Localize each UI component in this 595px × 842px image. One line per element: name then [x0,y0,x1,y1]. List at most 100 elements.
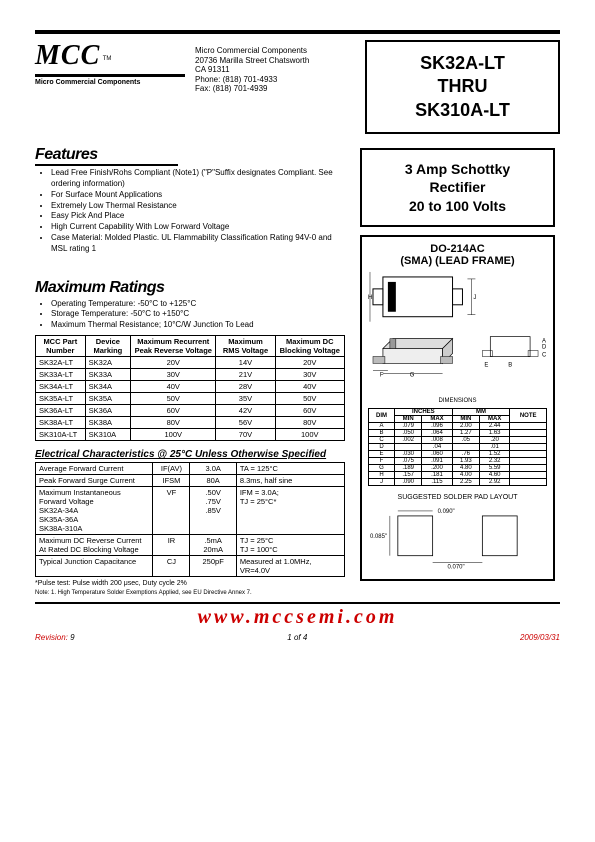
feature-item: Extremely Low Thermal Resistance [51,201,345,212]
dim-cell: E [369,451,395,458]
dims-header: DIMENSIONS [368,398,547,404]
ratings-col-header: Device Marking [85,335,130,356]
dim-cell: D [369,444,395,451]
dim-cell [395,444,422,451]
pkg-title-1: DO-214AC [368,243,547,255]
elec-row: Typical Junction CapacitanceCJ250pFMeasu… [36,555,345,576]
elec-param: Maximum DC Reverse Current At Rated DC B… [36,534,153,555]
ratings-row: SK38A-LTSK38A80V56V80V [36,416,345,428]
ratings-cell: 30V [275,368,344,380]
ratings-cell: SK32A-LT [36,356,86,368]
ratings-cell: 14V [216,356,275,368]
dim-cell: J [369,479,395,486]
ratings-cell: 100V [275,428,344,440]
dim-cell: .096 [422,423,452,430]
ratings-cell: SK34A [85,380,130,392]
logo-block: MCC TM Micro Commercial Components [35,40,185,134]
dim-cell [510,458,547,465]
dim-cell: 2.44 [479,423,509,430]
pad-h: 0.085" [370,534,387,540]
package-box: DO-214AC (SMA) (LEAD FRAME) H J [360,235,555,581]
dim-row: C.002.008.05.20 [369,437,547,444]
elec-value: .50V .75V .85V [190,486,236,534]
max-ratings-section: Maximum Ratings Operating Temperature: -… [35,279,345,441]
ratings-cell: SK34A-LT [36,380,86,392]
pad-layout-drawing: 0.090" 0.085" 0.070" [368,501,547,571]
ratings-row: SK310A-LTSK310A100V70V100V [36,428,345,440]
elec-symbol: VF [153,486,190,534]
dimensions-table: DIMINCHESMMNOTE MINMAXMINMAX A.079.0962.… [368,408,547,486]
dim-row: F.075.0911.932.32 [369,458,547,465]
ratings-cell: 100V [131,428,216,440]
dim-cell: .008 [422,437,452,444]
ratings-cell: 60V [131,404,216,416]
ratings-cell: SK32A [85,356,130,368]
ratings-cell: 42V [216,404,275,416]
dim-cell: .091 [422,458,452,465]
dim-cell: 4.80 [452,465,479,472]
feature-item: For Surface Mount Applications [51,190,345,201]
max-ratings-table: MCC Part NumberDevice MarkingMaximum Rec… [35,335,345,441]
elec-param: Peak Forward Surge Current [36,474,153,486]
footer-url: www.mccsemi.com [35,602,560,629]
title-l1: SK32A-LT [373,52,552,75]
logo-text: MCC [35,40,100,71]
footer-date: 2009/03/31 [520,633,560,642]
dim-cell: H [369,472,395,479]
dim-row: A.079.0962.002.44 [369,423,547,430]
elec-param: Maximum Instantaneous Forward Voltage SK… [36,486,153,534]
max-rating-bullet: Storage Temperature: -50°C to +150°C [51,309,345,320]
svg-text:E: E [484,362,488,368]
dim-cell: G [369,465,395,472]
dim-cell: .04 [422,444,452,451]
dim-cell [510,444,547,451]
elec-condition: TA = 125°C [236,462,344,474]
elec-condition: 8.3ms, half sine [236,474,344,486]
feature-item: Case Material: Molded Plastic. UL Flamma… [51,233,345,255]
dim-cell: 4.00 [452,472,479,479]
addr-line-1: 20736 Marilla Street Chatsworth [195,56,345,66]
ratings-cell: 30V [131,368,216,380]
footer-row: Revision: 9 1 of 4 2009/03/31 [35,633,560,642]
pulse-note: *Pulse test: Pulse width 200 μsec, Duty … [35,580,345,587]
title-l3: SK310A-LT [373,99,552,122]
svg-text:D: D [542,344,547,350]
dim-row: D.04.01 [369,444,547,451]
company-address: Micro Commercial Components 20736 Marill… [195,40,345,134]
company-name: Micro Commercial Components [195,46,345,56]
dim-cell: 2.32 [479,458,509,465]
ratings-cell: SK33A [85,368,130,380]
pad-gap: 0.070" [448,565,465,571]
description-box: 3 Amp Schottky Rectifier 20 to 100 Volts [360,148,555,227]
dim-cell: .157 [395,472,422,479]
ratings-cell: SK35A [85,392,130,404]
dim-cell: .002 [395,437,422,444]
addr-line-2: CA 91311 [195,65,345,75]
ratings-cell: 21V [216,368,275,380]
ratings-cell: SK310A [85,428,130,440]
revision-value: 9 [70,633,74,642]
dim-cell [510,479,547,486]
dim-cell: F [369,458,395,465]
svg-text:H: H [368,295,372,301]
dim-cell: 1.52 [479,451,509,458]
fax: Fax: (818) 701-4939 [195,84,345,94]
dim-cell: A [369,423,395,430]
dim-cell [510,472,547,479]
dim-cell [452,444,479,451]
ratings-col-header: Maximum Recurrent Peak Reverse Voltage [131,335,216,356]
elec-symbol: IR [153,534,190,555]
ratings-cell: SK33A-LT [36,368,86,380]
revision-label: Revision: [35,633,68,642]
elec-value: 80A [190,474,236,486]
ratings-row: SK34A-LTSK34A40V28V40V [36,380,345,392]
ratings-cell: 20V [275,356,344,368]
elec-condition: IFM = 3.0A; TJ = 25°C* [236,486,344,534]
dim-cell: .050 [395,430,422,437]
elec-condition: TJ = 25°C TJ = 100°C [236,534,344,555]
ratings-cell: 50V [275,392,344,404]
elec-value: .5mA 20mA [190,534,236,555]
elec-row: Peak Forward Surge CurrentIFSM80A8.3ms, … [36,474,345,486]
ratings-cell: SK35A-LT [36,392,86,404]
pad-w: 0.090" [438,509,455,515]
